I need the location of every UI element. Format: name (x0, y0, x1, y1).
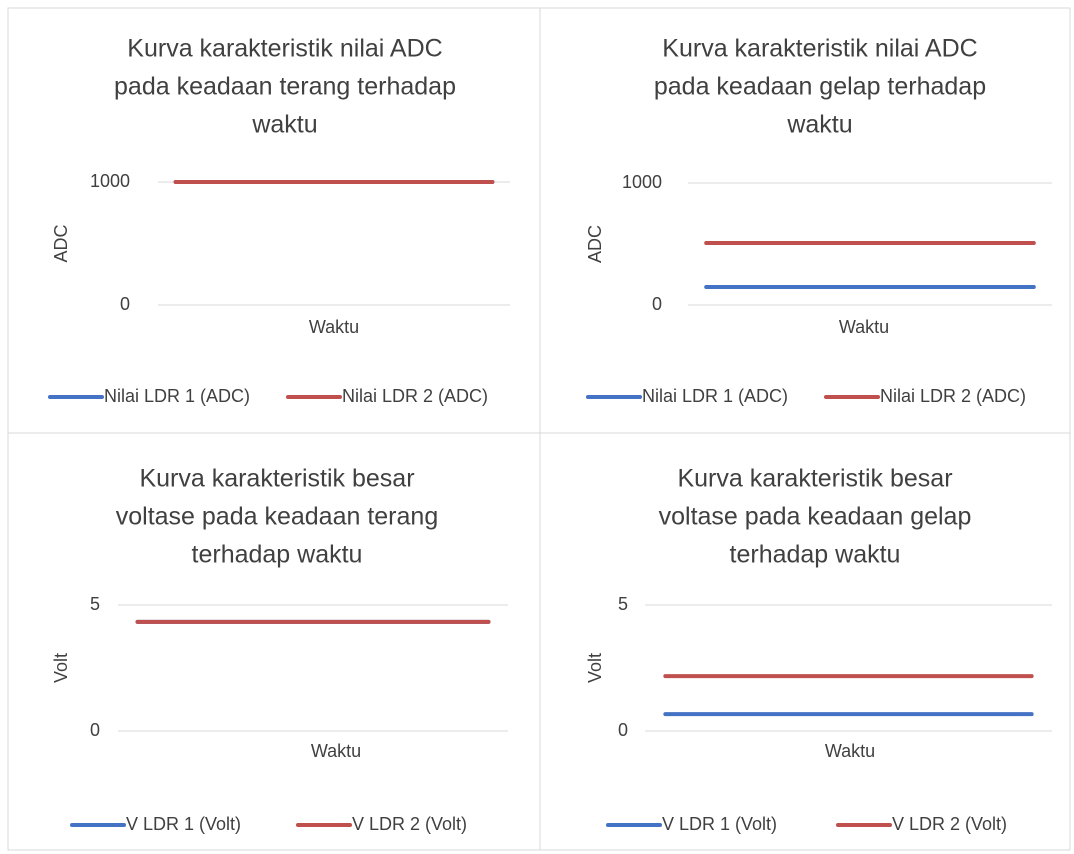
chart-title: voltase pada keadaan gelap (659, 503, 972, 531)
y-tick-label: 1000 (90, 171, 130, 191)
chart-title: voltase pada keadaan terang (116, 503, 438, 531)
chart-title: waktu (251, 111, 317, 139)
y-tick-label: 5 (618, 594, 628, 614)
legend-label: Nilai LDR 1 (ADC) (642, 386, 788, 406)
chart-title: Kurva karakteristik nilai ADC (127, 35, 442, 63)
y-tick-label: 0 (90, 720, 100, 740)
chart-title: terhadap waktu (730, 541, 901, 569)
panel (7, 7, 541, 434)
y-tick-label: 5 (90, 594, 100, 614)
legend-label: Nilai LDR 2 (ADC) (880, 386, 1026, 406)
chart-title: Kurva karakteristik nilai ADC (662, 35, 977, 63)
legend-label: V LDR 2 (Volt) (892, 814, 1007, 834)
x-axis-label: Waktu (311, 741, 361, 761)
y-axis-label: Volt (585, 653, 605, 683)
x-axis-label: Waktu (839, 317, 889, 337)
chart-title: Kurva karakteristik besar (139, 465, 414, 493)
y-axis-label: ADC (585, 225, 605, 263)
legend-label: Nilai LDR 2 (ADC) (342, 386, 488, 406)
chart-title: pada keadaan gelap terhadap (654, 73, 986, 101)
panel (539, 7, 1071, 434)
y-axis-label: ADC (51, 224, 71, 262)
chart-title: pada keadaan terang terhadap (114, 73, 456, 101)
x-axis-label: Waktu (825, 741, 875, 761)
legend-label: Nilai LDR 1 (ADC) (104, 386, 250, 406)
legend-label: V LDR 2 (Volt) (352, 814, 467, 834)
x-axis-label: Waktu (309, 317, 359, 337)
y-axis-label: Volt (51, 653, 71, 683)
y-tick-label: 0 (652, 294, 662, 314)
legend-label: V LDR 1 (Volt) (126, 814, 241, 834)
y-tick-label: 0 (120, 294, 130, 314)
y-tick-label: 1000 (622, 172, 662, 192)
panel (539, 432, 1071, 851)
chart-title: waktu (786, 111, 852, 139)
chart-title: Kurva karakteristik besar (677, 465, 952, 493)
chart-title: terhadap waktu (192, 541, 363, 569)
legend-label: V LDR 1 (Volt) (662, 814, 777, 834)
panel (7, 432, 541, 851)
y-tick-label: 0 (618, 720, 628, 740)
